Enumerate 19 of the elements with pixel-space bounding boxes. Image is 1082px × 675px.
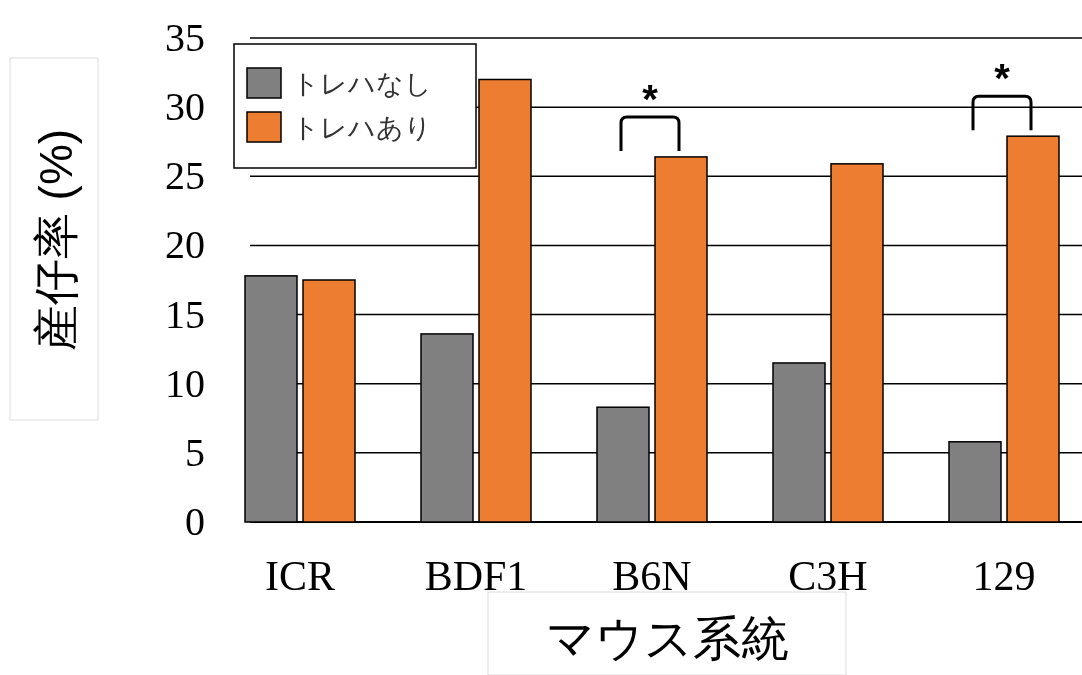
y-tick-label: 10	[165, 360, 205, 406]
legend-label: トレハなし	[292, 69, 432, 99]
x-tick-label: ICR	[264, 553, 336, 599]
x-axis-title: マウス系統	[545, 612, 789, 665]
x-tick-label: 129	[972, 553, 1036, 599]
y-tick-label: 25	[165, 153, 205, 199]
y-tick-label: 20	[165, 222, 205, 268]
y-tick-label: 15	[165, 291, 205, 337]
x-tick-label: B6N	[612, 553, 692, 599]
y-axis-title: 産仔率 (%)	[30, 128, 82, 352]
legend-label: トレハあり	[292, 113, 432, 143]
y-tick-label: 35	[165, 15, 205, 60]
y-tick-label: 30	[165, 84, 205, 130]
y-tick-label: 0	[185, 499, 205, 544]
annotation: *	[642, 76, 659, 121]
y-tick-label: 5	[185, 429, 205, 475]
x-tick-label: C3H	[788, 553, 868, 599]
x-tick-label: BDF1	[424, 553, 528, 599]
annotation: *	[994, 56, 1011, 101]
